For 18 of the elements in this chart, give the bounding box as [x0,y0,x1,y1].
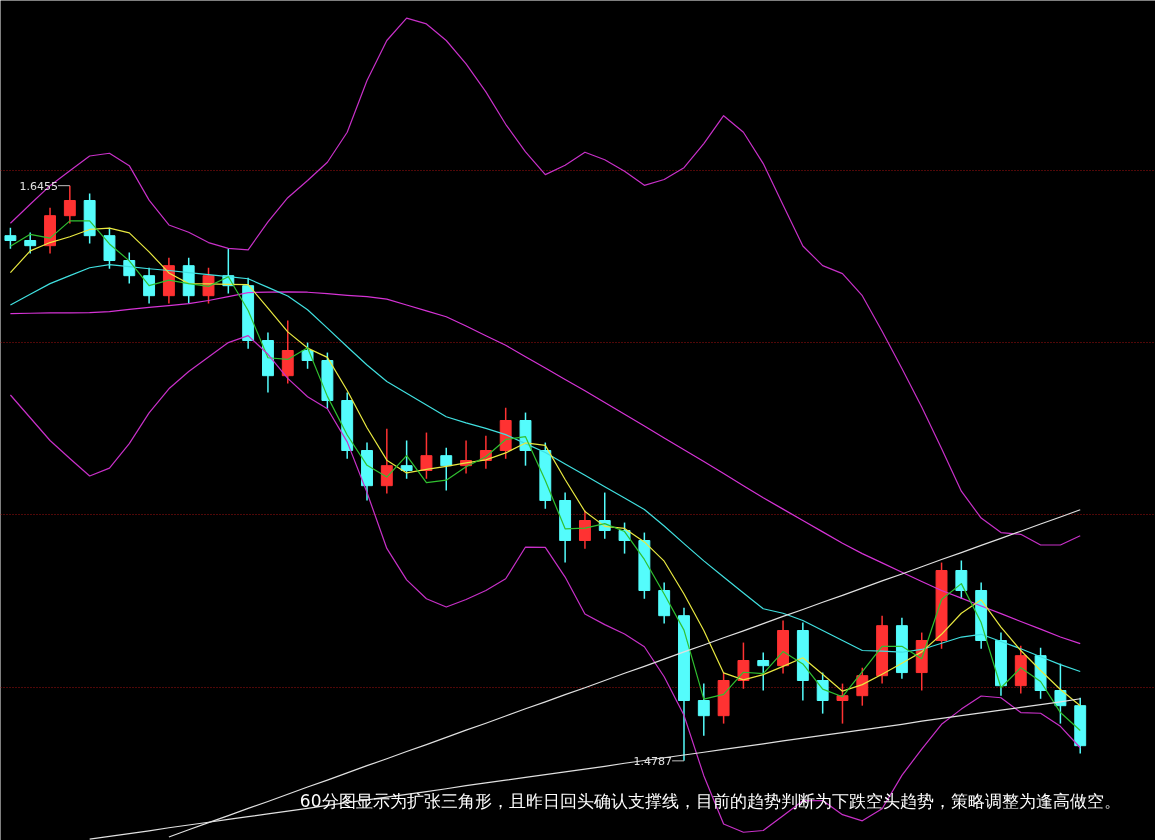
candlestick [63,184,76,225]
candlestick [578,509,591,550]
candlestick [697,682,710,737]
candlestick [757,651,770,692]
candlestick [1054,662,1067,725]
candlestick [143,266,156,305]
candlestick [4,226,17,250]
candlestick [440,446,453,492]
candlestick [301,341,314,370]
candlestick [400,439,413,480]
candlestick [380,428,393,495]
candlestick [836,682,849,725]
annotation: 1.4787 [633,754,673,768]
candlestick [737,641,750,690]
candlestick [420,431,433,480]
candlestick [955,559,968,600]
candlestick [856,666,869,707]
candlestick [24,231,37,255]
